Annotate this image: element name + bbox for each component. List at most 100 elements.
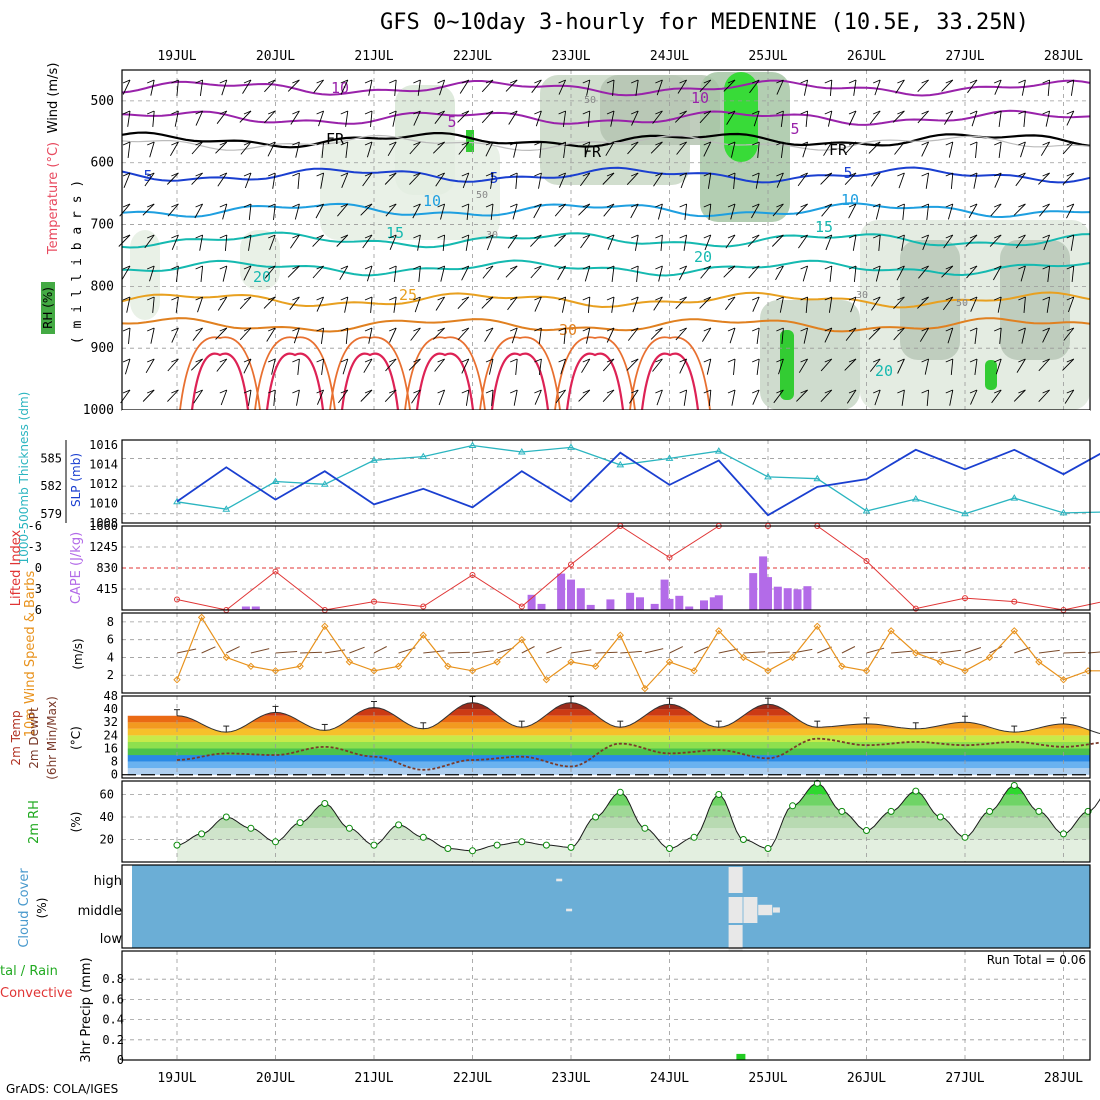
wind-barb [869,358,881,372]
wind-barb [650,327,663,340]
lifted-index-tick-label: 3 [35,582,42,596]
day-tick-label-top: 26JUL [847,49,886,64]
wind-barb [945,79,953,84]
wind-barb [485,141,494,157]
wind-barb [703,296,711,301]
temperature-contour [490,352,550,411]
day-tick-label-top: 23JUL [551,49,590,64]
wind-barb [945,358,953,363]
wind-barb [485,79,494,84]
wind-speed-line [176,616,1100,690]
wind-barb [193,389,203,404]
wind-barb [292,358,300,363]
wind-speed-marker [542,675,551,684]
wind-barb [437,203,445,208]
wind-barb [848,389,857,394]
wind-barb [755,172,760,189]
pressure-tick-label: 800 [91,279,114,294]
contour-label: 50 [956,298,968,309]
wind-barb [989,645,1003,654]
wind-barb [894,141,905,155]
wind-barb [994,141,1002,146]
lifted-index-axis-label: Lifted Index [9,529,24,606]
wind-barb [122,358,131,363]
wind-barb [802,265,809,282]
wind-barb [413,296,421,301]
wind-barb [655,327,663,332]
wind-barb [316,110,324,115]
temperature-tick-label: 24 [104,728,118,742]
wind-barb [800,358,808,363]
temperature-contour [121,109,1091,126]
wind-barb [725,296,736,311]
wind-barb [994,358,1002,363]
wind-barb [389,234,397,239]
wind-barb [582,234,590,239]
wind-barb [582,141,590,146]
wind-barb [994,203,1002,208]
wind-barb [340,234,348,239]
wind-barb [363,358,373,373]
wind-barb [897,141,905,146]
thickness-marker [567,443,575,450]
rh-marker [715,791,723,798]
wind-tick-label: 6 [107,633,114,647]
wind-barb [191,141,203,155]
wind-barb [171,296,179,301]
wind-barb [505,79,518,92]
wind-barb [627,141,639,155]
temperature-band [127,709,1090,716]
cloud-cell [556,878,563,882]
wind-barb [776,203,784,208]
wind-barb [586,79,591,96]
wind-barb [780,141,784,158]
wind-barb [1038,389,1050,403]
wind-barb [922,234,930,251]
wind-barb [1038,172,1050,185]
wind-barb [779,296,784,313]
precip-axis-label: 3hr Precip (mm) [79,957,94,1062]
thickness-marker [665,454,674,461]
wind-barb [853,79,857,96]
rh-tick-label: 40 [100,810,114,824]
wind-barb [393,296,397,313]
wind-barb [606,110,615,115]
wind-barb [970,296,978,312]
rh-shade [320,140,500,240]
cape-bar [251,606,260,610]
day-tick-label-bottom: 25JUL [748,1071,787,1086]
slp-tick-label: 1008 [89,516,118,530]
wind-barb [704,234,712,251]
wind-barb [1042,141,1050,146]
thickness-marker [419,452,428,460]
wind-barb [268,296,276,301]
rh-marker [321,800,329,807]
wind-barb [287,265,300,278]
wind-speed-marker [665,658,674,666]
wind-barb [465,234,470,251]
wind-barb [316,327,324,332]
wind-barb [315,203,324,219]
wind-barb [240,141,252,155]
wind-barb [707,172,712,189]
day-tick-label-top: 24JUL [650,49,689,64]
wind-barb [582,296,590,301]
wind-barb [606,172,615,177]
wind-speed-marker [690,667,698,675]
wind-barb [897,203,905,208]
wind-speed-marker [444,662,452,671]
wind-barb [349,646,365,654]
temperature-axis-label: 2m Temp [9,710,23,765]
wind-barb [413,265,421,270]
wind-barb [152,110,155,127]
wind-barb [1063,651,1086,654]
wind-barb [752,141,760,146]
precip-tick-label: 0 [117,1053,124,1067]
pressure-tick-label: 1000 [83,403,114,418]
wind-barb [534,110,542,115]
wind-barb [409,172,421,185]
wind-barb [945,110,953,115]
wind-barb [1066,203,1074,208]
wind-barb [1047,265,1051,282]
wind-barb [538,172,542,189]
